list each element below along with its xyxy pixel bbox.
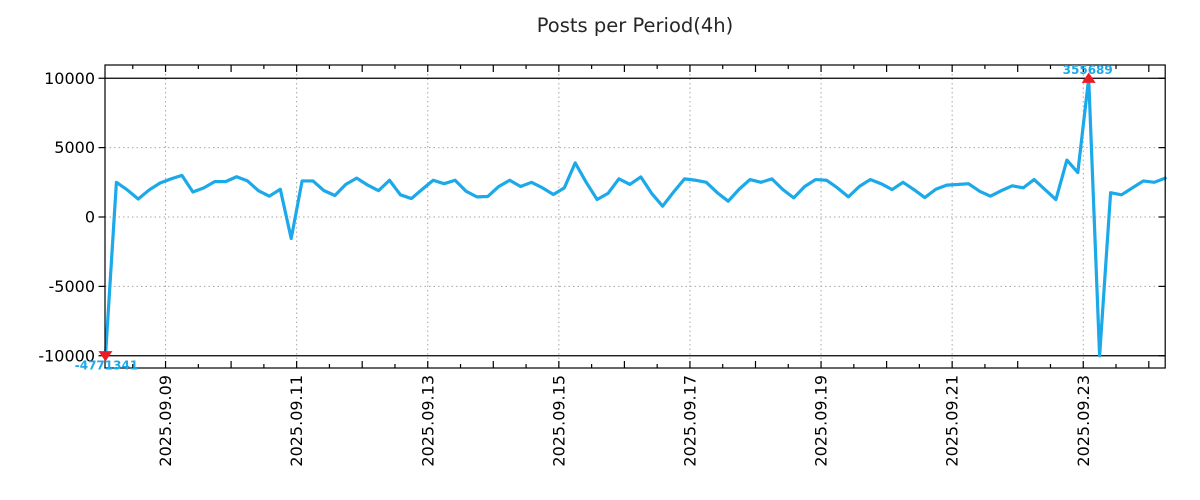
x-tick-label: 2025.09.11 [287, 375, 306, 467]
posts-series-line [103, 76, 1167, 358]
y-tick-label: 10000 [44, 69, 95, 88]
max-annotation-label: 355689 [1063, 63, 1113, 77]
y-tick-label: -5000 [49, 277, 96, 296]
x-tick-label: 2025.09.17 [680, 375, 699, 467]
x-tick-label: 2025.09.09 [156, 375, 175, 467]
x-tick-label: 2025.09.21 [943, 375, 962, 467]
min-annotation-label: -4771341 [75, 359, 138, 373]
y-tick-label: 0 [85, 208, 95, 227]
chart-title: Posts per Period(4h) [536, 14, 734, 37]
y-tick-label: 5000 [54, 138, 95, 157]
max-marker-triangle-up-icon [1081, 72, 1096, 83]
min-marker-triangle-down-icon [98, 351, 113, 362]
x-tick-label: 2025.09.13 [418, 375, 437, 467]
y-tick-label: -10000 [38, 346, 95, 365]
x-tick-label: 2025.09.15 [549, 375, 568, 467]
x-tick-label: 2025.09.19 [812, 375, 831, 467]
x-tick-label: 2025.09.23 [1074, 375, 1093, 467]
